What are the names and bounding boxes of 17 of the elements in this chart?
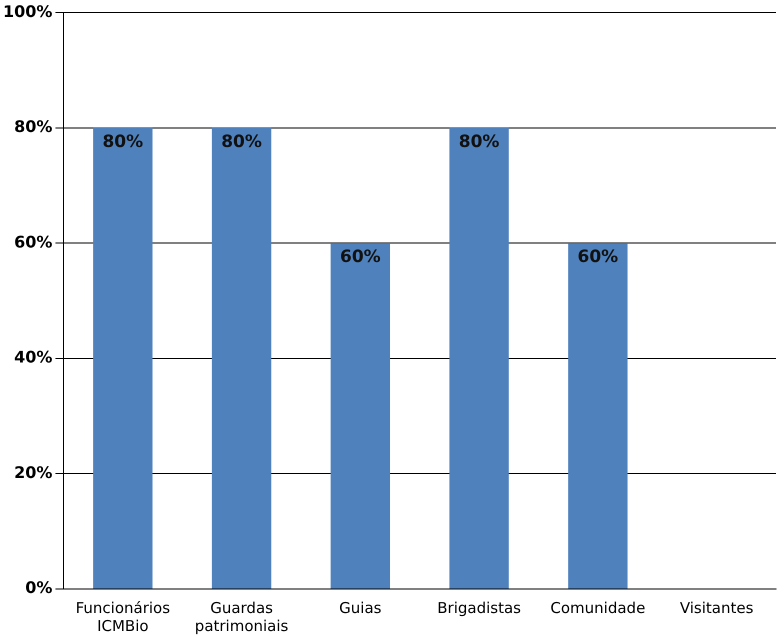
- data-label: 80%: [458, 132, 500, 152]
- data-label: 60%: [340, 247, 381, 268]
- x-tick-label: Funcionários ICMBio: [76, 598, 170, 635]
- x-tick-label: Brigadistas: [437, 598, 522, 617]
- x-tick-label: Guias: [339, 598, 382, 617]
- y-tick-label: 100%: [2, 2, 52, 21]
- data-label: 80%: [221, 132, 262, 152]
- y-tick-label: 20%: [14, 462, 52, 482]
- x-tick-label: Guardas patrimoniais: [194, 598, 289, 635]
- data-label: 60%: [578, 247, 618, 268]
- y-tick-label: 40%: [14, 348, 52, 367]
- x-tick-label: Visitantes: [680, 598, 754, 617]
- y-tick-label: 60%: [14, 232, 52, 252]
- y-tick-label: 80%: [14, 117, 52, 136]
- x-tick-label: Comunidade: [550, 598, 646, 617]
- data-label: 80%: [102, 132, 144, 152]
- y-tick-label: 0%: [25, 578, 52, 598]
